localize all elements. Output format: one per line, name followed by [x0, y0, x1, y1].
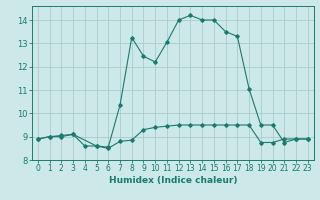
X-axis label: Humidex (Indice chaleur): Humidex (Indice chaleur): [108, 176, 237, 185]
